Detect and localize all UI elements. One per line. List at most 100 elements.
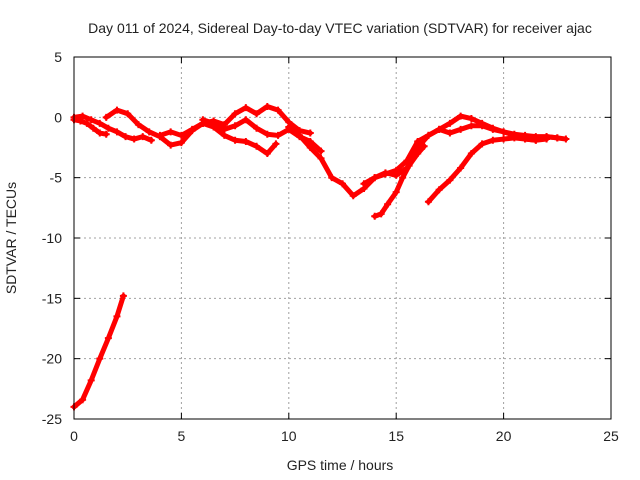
data-point xyxy=(167,141,175,149)
x-tick-label: 20 xyxy=(496,428,512,444)
series-line xyxy=(71,113,154,143)
data-point xyxy=(231,136,239,144)
data-point xyxy=(405,162,413,170)
x-axis-label: GPS time / hours xyxy=(287,457,394,473)
data-point xyxy=(285,123,293,131)
data-point xyxy=(424,131,432,139)
data-point xyxy=(263,102,271,110)
axis-ticks: 0 5 10 15 20 25 5 0 -5 -10 -15 -20 -25 xyxy=(42,49,619,444)
series-track-b xyxy=(70,116,110,138)
data-series xyxy=(70,102,570,411)
series-track-f xyxy=(285,112,570,200)
data-point xyxy=(76,117,84,125)
y-axis-label: SDTVAR / TECUs xyxy=(3,182,19,294)
data-point xyxy=(122,133,130,141)
data-point xyxy=(87,376,95,384)
data-point xyxy=(167,128,175,136)
data-point xyxy=(177,139,185,147)
data-point xyxy=(89,124,97,132)
data-point xyxy=(446,119,454,127)
data-point xyxy=(102,113,110,121)
data-point xyxy=(420,142,428,150)
data-point xyxy=(317,147,325,155)
data-point xyxy=(371,212,379,220)
data-point xyxy=(253,110,261,118)
data-point xyxy=(377,210,385,218)
series-line xyxy=(425,135,550,205)
data-point xyxy=(435,186,443,194)
data-point xyxy=(253,142,261,150)
data-point xyxy=(96,129,104,137)
y-tick-label: 0 xyxy=(54,109,62,125)
data-point xyxy=(199,116,207,124)
series-line xyxy=(372,143,427,219)
data-point xyxy=(87,116,95,124)
data-point xyxy=(242,116,250,124)
data-point xyxy=(102,130,110,138)
data-point xyxy=(253,124,261,132)
data-point xyxy=(317,154,325,162)
y-tick-label: -20 xyxy=(42,351,62,367)
series-line xyxy=(71,293,126,410)
x-tick-label: 0 xyxy=(70,428,78,444)
data-point xyxy=(231,110,239,118)
y-tick-label: 5 xyxy=(54,49,62,65)
grid-lines xyxy=(74,57,611,419)
data-point xyxy=(188,125,196,133)
data-point xyxy=(242,137,250,145)
data-point xyxy=(139,133,147,141)
data-point xyxy=(96,119,104,127)
data-point xyxy=(306,129,314,137)
y-tick-label: -25 xyxy=(42,411,62,427)
data-point xyxy=(339,180,346,188)
data-point xyxy=(381,169,389,177)
x-tick-label: 15 xyxy=(388,428,404,444)
data-point xyxy=(79,396,87,404)
data-point xyxy=(130,135,138,143)
data-point xyxy=(220,131,228,139)
series-track-i xyxy=(424,134,551,206)
data-point xyxy=(296,131,304,139)
data-point xyxy=(384,200,392,208)
data-point xyxy=(134,121,142,129)
data-point xyxy=(274,106,282,114)
data-point xyxy=(414,150,422,158)
data-point xyxy=(210,119,218,127)
data-point xyxy=(553,134,561,142)
data-point xyxy=(532,136,540,144)
data-point xyxy=(399,174,407,182)
data-point xyxy=(457,112,465,120)
data-point xyxy=(96,355,104,363)
x-tick-label: 5 xyxy=(178,428,186,444)
data-point xyxy=(467,150,475,158)
data-point xyxy=(328,174,336,182)
data-point xyxy=(124,110,132,118)
data-point xyxy=(521,135,529,143)
data-point xyxy=(83,119,91,127)
data-point xyxy=(489,125,497,133)
data-point xyxy=(349,192,357,200)
data-point xyxy=(113,128,121,136)
data-point xyxy=(446,129,454,137)
series-line xyxy=(286,113,569,199)
data-point xyxy=(113,106,121,114)
data-point xyxy=(119,292,127,300)
data-point xyxy=(371,174,379,182)
series-track-j xyxy=(70,292,127,411)
data-point xyxy=(457,125,465,133)
data-point xyxy=(242,104,250,112)
y-tick-label: -5 xyxy=(50,170,63,186)
data-point xyxy=(360,180,368,188)
data-point xyxy=(392,171,400,179)
data-point xyxy=(272,140,280,148)
data-point xyxy=(145,128,153,136)
data-point xyxy=(435,125,443,133)
data-point xyxy=(274,131,282,139)
data-point xyxy=(467,122,475,130)
data-point xyxy=(392,188,400,196)
series-track-h xyxy=(371,142,428,220)
data-point xyxy=(467,115,475,123)
data-point xyxy=(231,122,239,130)
x-tick-label: 10 xyxy=(281,428,297,444)
